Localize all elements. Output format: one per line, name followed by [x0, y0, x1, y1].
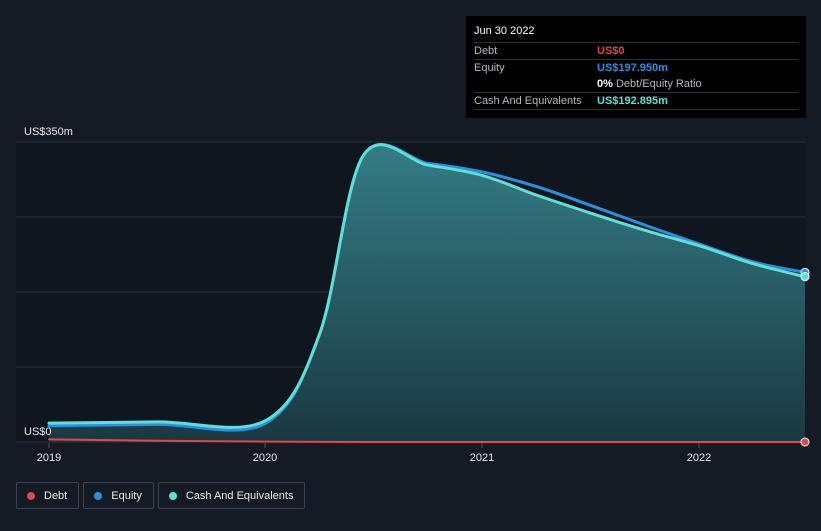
tooltip-date: Jun 30 2022 — [474, 25, 535, 37]
series-marker-debt — [800, 437, 810, 447]
legend-item-cash[interactable]: Cash And Equivalents — [157, 482, 306, 509]
x-tick-label-2021: 2021 — [470, 452, 494, 464]
series-marker-cash — [800, 272, 810, 282]
x-tick-label-2019: 2019 — [37, 452, 61, 464]
series-line-cash — [47, 143, 807, 429]
tooltip-equity-value: US$197.950m — [597, 62, 668, 74]
tooltip-debt-value: US$0 — [597, 45, 625, 57]
series-area-cash — [49, 144, 805, 442]
x-tick-label-2022: 2022 — [687, 452, 711, 464]
tooltip-equity-label: Equity — [474, 62, 505, 74]
legend-dot-debt — [27, 491, 35, 500]
legend-label-cash: Cash And Equivalents — [185, 489, 294, 502]
legend-item-equity[interactable]: Equity — [83, 482, 154, 509]
x-tick-label-2020: 2020 — [253, 452, 277, 464]
tooltip-ratio-spacer — [474, 76, 597, 92]
y-tick-label-top: US$350m — [24, 126, 73, 138]
tooltip-cash-value: US$192.895m — [597, 95, 668, 107]
chart-legend: Debt Equity Cash And Equivalents — [16, 482, 306, 509]
y-tick-label-zero: US$0 — [24, 426, 52, 438]
tooltip-panel: Jun 30 2022 Debt US$0 Equity US$197.950m… — [466, 16, 806, 118]
tooltip-ratio: 0% Debt/Equity Ratio — [597, 76, 702, 92]
legend-dot-cash — [168, 491, 177, 500]
legend-item-debt[interactable]: Debt — [16, 482, 80, 509]
tooltip-cash-label: Cash And Equivalents — [474, 95, 582, 107]
tooltip-ratio-value: 0% — [597, 78, 613, 90]
legend-label-debt: Debt — [44, 489, 68, 502]
tooltip-debt-label: Debt — [474, 45, 498, 57]
legend-label-equity: Equity — [111, 489, 142, 502]
series-line-debt — [48, 438, 806, 444]
tooltip-ratio-label: Debt/Equity Ratio — [615, 78, 702, 90]
legend-dot-equity — [94, 491, 103, 500]
series-line-equity — [47, 142, 807, 432]
